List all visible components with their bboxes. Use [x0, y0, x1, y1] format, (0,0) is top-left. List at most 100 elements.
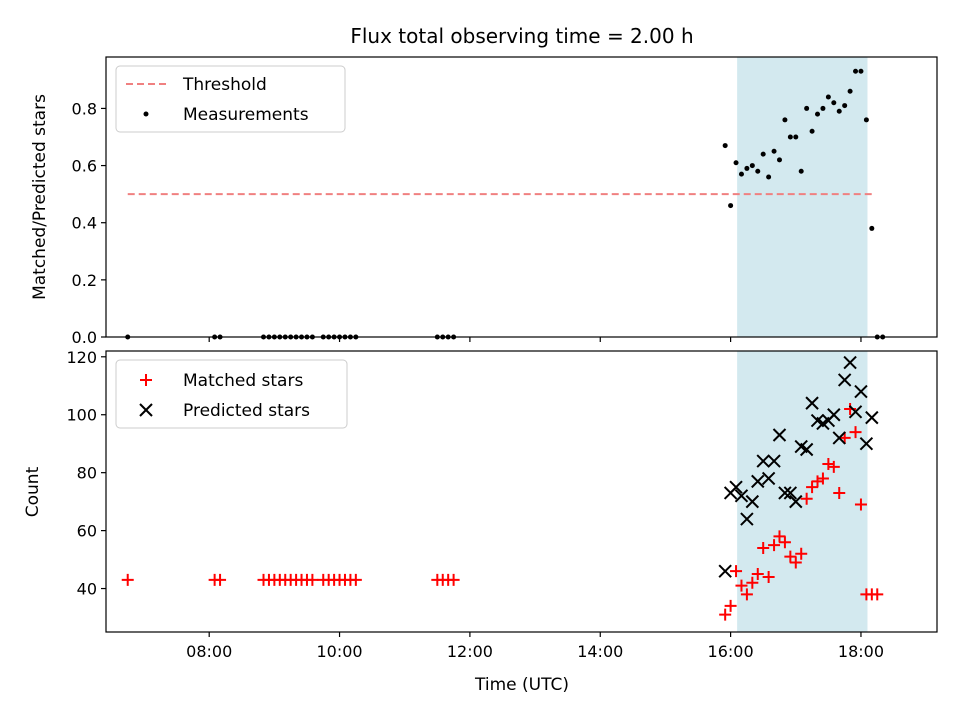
- y-tick-label: 0.8: [72, 99, 97, 118]
- measurement-point: [847, 88, 853, 94]
- bottom-y-ticks: 40 60 80 100 120: [66, 348, 106, 599]
- y-tick-label: 120: [66, 348, 97, 367]
- top-x-ticks: [208, 337, 862, 342]
- top-panel: 0.00.20.40.60.8 Matched/Predicted stars …: [30, 56, 938, 347]
- x-tick-label: 14:00: [577, 642, 623, 661]
- predicted-star-point: [827, 408, 841, 422]
- predicted-star-point: [734, 489, 749, 503]
- predicted-star-point: [859, 436, 874, 451]
- measurement-point: [815, 111, 821, 117]
- predicted-star-point: [854, 384, 868, 399]
- matched-star-points: [121, 402, 884, 621]
- predicted-star-point: [745, 494, 760, 509]
- legend-matched-label: Matched stars: [183, 371, 303, 391]
- predicted-star-point: [837, 373, 852, 387]
- y-tick-label: 80: [77, 464, 97, 483]
- predicted-star-point: [772, 428, 787, 442]
- matched-star-point: [800, 492, 813, 505]
- matched-star-point: [816, 472, 829, 485]
- matched-star-point: [762, 570, 775, 583]
- top-y-ticks: 0.0 0.2 0.4 0.6 0.8: [72, 99, 106, 347]
- measurement-point: [738, 171, 744, 177]
- chart-title: Flux total observing time = 2.00 h: [350, 24, 693, 48]
- measurement-point: [798, 168, 804, 174]
- legend-threshold-label: Threshold: [182, 75, 267, 95]
- measurement-point: [836, 108, 842, 114]
- top-legend-box: [115, 65, 346, 133]
- measurement-point: [820, 105, 826, 111]
- y-tick-label: 0.2: [72, 271, 97, 290]
- legend-measurements-label: Measurements: [183, 105, 309, 125]
- y-tick-label: 100: [66, 406, 97, 425]
- predicted-star-point: [805, 396, 819, 410]
- matched-star-point: [306, 573, 319, 586]
- matched-star-point: [757, 541, 770, 554]
- x-tick-label: 10:00: [316, 642, 362, 661]
- bottom-panel: 40 60 80 100 120 08:00 10:00 12:00 14:00 16:00 18…: [23, 348, 938, 695]
- x-tick-label: 12:00: [447, 642, 493, 661]
- matched-star-point: [871, 588, 884, 601]
- x-tick-label: 08:00: [186, 642, 232, 661]
- measurement-point: [831, 100, 837, 106]
- measurement-point: [722, 143, 728, 149]
- measurement-point: [755, 168, 761, 174]
- matched-star-point: [854, 498, 867, 511]
- matched-star-point: [751, 568, 764, 581]
- matched-star-point: [768, 539, 781, 552]
- matched-star-point: [827, 460, 840, 473]
- predicted-star-point: [865, 410, 879, 425]
- bottom-x-ticks: 08:00 10:00 12:00 14:00 16:00 18:00: [186, 632, 884, 661]
- predicted-star-point: [751, 474, 765, 489]
- matched-star-point: [719, 608, 732, 621]
- measurement-point: [728, 203, 734, 209]
- predicted-star-point: [799, 442, 814, 457]
- measurement-point: [776, 157, 782, 163]
- predicted-star-point: [778, 486, 792, 500]
- bottom-highlight-span: [737, 351, 868, 632]
- matched-star-point: [849, 426, 862, 439]
- legend-measurements-swatch: [143, 111, 149, 117]
- top-y-axis-label: Matched/Predicted stars: [30, 94, 50, 300]
- measurement-point: [787, 134, 793, 140]
- y-tick-label: 0.0: [72, 328, 97, 347]
- measurement-point: [760, 151, 766, 157]
- x-axis-label: Time (UTC): [474, 675, 569, 695]
- measurement-point: [858, 68, 864, 74]
- matched-star-point: [806, 481, 819, 494]
- matched-star-point: [838, 431, 851, 444]
- top-highlight-span: [737, 57, 868, 337]
- measurement-point: [869, 225, 875, 231]
- matched-star-point: [735, 579, 748, 592]
- matched-star-point: [121, 573, 134, 586]
- measurement-point: [749, 163, 755, 169]
- measurement-point: [782, 117, 788, 123]
- measurement-point: [771, 148, 777, 154]
- measurement-point: [842, 103, 848, 109]
- measurement-point: [863, 117, 869, 123]
- measurement-point: [744, 165, 750, 171]
- matched-star-point: [789, 556, 802, 569]
- bottom-legend: Matched stars Predicted stars: [115, 359, 348, 429]
- predicted-star-point: [718, 564, 732, 578]
- predicted-star-points: [718, 355, 879, 578]
- matched-star-point: [773, 530, 786, 543]
- matched-star-point: [795, 547, 808, 560]
- matched-star-point: [730, 565, 743, 578]
- matched-star-point: [822, 457, 835, 470]
- matched-star-point: [784, 550, 797, 563]
- predicted-star-point: [832, 431, 846, 445]
- matched-star-point: [740, 588, 753, 601]
- predicted-star-point: [729, 480, 743, 494]
- predicted-star-point: [767, 454, 781, 468]
- legend-predicted-label: Predicted stars: [183, 401, 310, 421]
- predicted-star-point: [756, 454, 770, 468]
- measurement-point: [733, 160, 739, 166]
- matched-star-point: [746, 576, 759, 589]
- predicted-star-point: [848, 405, 863, 419]
- x-tick-label: 18:00: [838, 642, 884, 661]
- matched-star-point: [214, 573, 227, 586]
- bottom-legend-box: [115, 359, 348, 429]
- legend-predicted-swatch: [139, 403, 153, 417]
